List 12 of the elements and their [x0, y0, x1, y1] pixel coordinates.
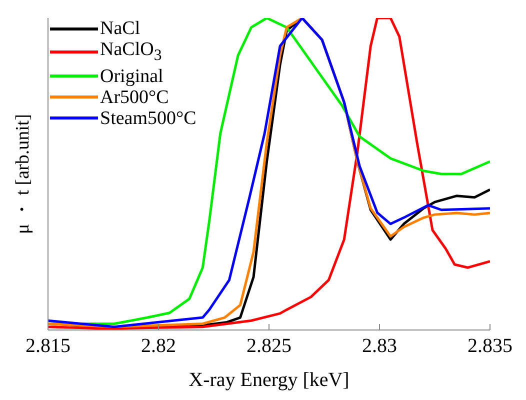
legend-label: Steam500°C [100, 108, 196, 129]
x-axis-title: X-ray Energy [keV] [188, 369, 350, 391]
x-tick-label: 2.835 [468, 335, 512, 358]
legend-label: Original [100, 66, 164, 87]
x-tick-label: 2.815 [26, 335, 70, 358]
x-tick-label: 2.83 [362, 335, 397, 358]
legend-label: NaClO$_{3}$ [100, 39, 162, 66]
legend-label: NaCl [100, 18, 140, 39]
y-axis-title: μ ・ t [arb.unit] [12, 114, 34, 234]
x-tick-label: 2.825 [246, 335, 292, 358]
x-tick-label: 2.82 [141, 335, 176, 358]
legend-label: Ar500°C [100, 86, 169, 108]
